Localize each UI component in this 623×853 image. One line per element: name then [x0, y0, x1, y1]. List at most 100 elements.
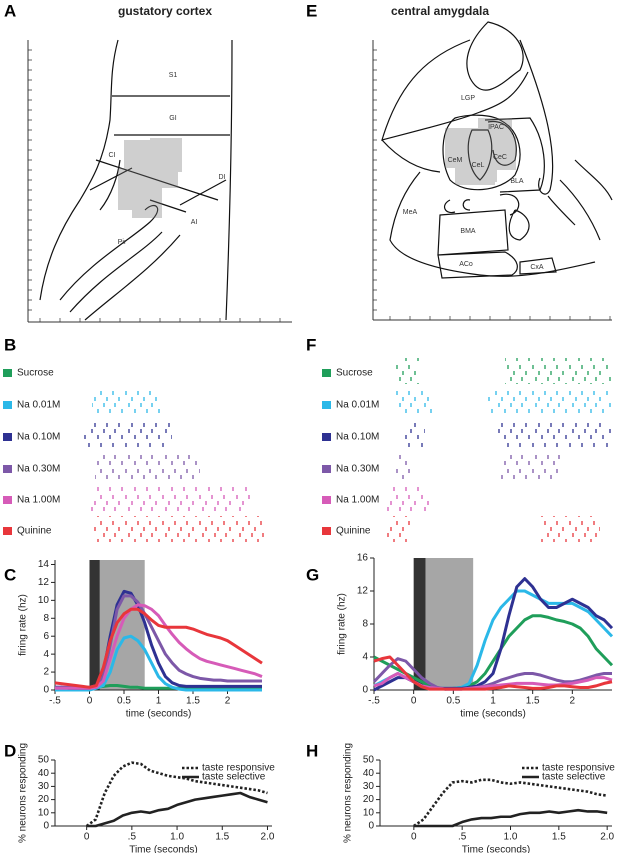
legend-label: Na 0.30M — [336, 464, 379, 475]
region-label: GI — [169, 115, 176, 122]
x-tick-label: 1.0 — [504, 832, 518, 843]
raster-spikes — [540, 516, 600, 542]
raster-spikes — [395, 390, 432, 416]
raster-spikes — [95, 454, 200, 480]
legend-swatch — [322, 527, 331, 535]
raster-spikes — [395, 454, 410, 480]
y-tick-label: 40 — [38, 768, 50, 779]
y-axis-label: % neurons responding — [343, 743, 354, 843]
legend-swatch — [3, 433, 12, 441]
x-tick-label: -.5 — [368, 696, 380, 707]
legend-swatch — [322, 496, 331, 504]
x-tick-label: 1 — [490, 696, 496, 707]
region-label: Pir — [118, 239, 127, 246]
y-axis-label: firing rate (hz) — [337, 593, 348, 655]
series-line — [373, 614, 614, 691]
raster-spikes — [488, 390, 612, 416]
x-tick-label: 1.5 — [526, 696, 540, 707]
x-tick-label: 1.5 — [552, 832, 566, 843]
x-axis-label: time (seconds) — [460, 709, 526, 720]
panel-letter: H — [306, 741, 318, 760]
region-label: MeA — [403, 209, 418, 216]
legend-label: Na 1.00M — [336, 495, 379, 506]
x-tick-label: 0.5 — [446, 696, 460, 707]
y-tick-label: 16 — [357, 553, 369, 564]
legend-swatch — [3, 465, 12, 473]
x-tick-label: 1.5 — [186, 696, 200, 707]
x-tick-label: .5 — [458, 832, 467, 843]
y-tick-label: 10 — [363, 807, 375, 818]
raster-spikes — [92, 390, 160, 416]
y-tick-label: 30 — [38, 781, 50, 792]
y-tick-label: 50 — [363, 755, 375, 766]
raster-spikes — [405, 422, 425, 448]
stimulus-band — [425, 558, 474, 690]
region-label: CxA — [530, 264, 544, 271]
legend-swatch — [3, 369, 12, 377]
raster-spikes — [395, 358, 420, 384]
y-tick-label: 50 — [38, 755, 50, 766]
region-label: LGP — [461, 95, 475, 102]
x-tick-label: 0 — [84, 832, 90, 843]
x-axis-label: Time (seconds) — [462, 845, 531, 853]
y-tick-label: 4 — [43, 649, 49, 660]
legend-label: taste selective — [202, 772, 266, 783]
y-tick-label: 10 — [38, 807, 50, 818]
legend-label: taste responsive — [202, 763, 275, 774]
stimulus-band — [413, 558, 426, 690]
x-tick-label: 0 — [411, 696, 417, 707]
x-tick-label: 0 — [87, 696, 93, 707]
legend-label: Na 0.01M — [17, 400, 60, 411]
legend-label: Quinine — [17, 526, 52, 537]
x-tick-label: 2.0 — [600, 832, 614, 843]
x-tick-label: 2 — [225, 696, 231, 707]
legend-swatch — [3, 496, 12, 504]
legend-label: Sucrose — [336, 368, 373, 379]
raster-spikes — [84, 422, 172, 448]
region-label: BMA — [460, 228, 476, 235]
raster-spikes — [94, 516, 264, 542]
legend-swatch — [322, 369, 331, 377]
stimulus-band — [89, 560, 100, 690]
region-label: ACo — [459, 261, 473, 268]
y-tick-label: 20 — [363, 794, 375, 805]
y-tick-label: 0 — [43, 821, 49, 832]
y-tick-label: 12 — [357, 586, 369, 597]
series-line — [373, 655, 613, 691]
region-label: BLA — [510, 178, 524, 185]
raster-spikes — [498, 422, 612, 448]
legend-label: Na 1.00M — [17, 495, 60, 506]
diagram-amygdala: central amygdala LGP IPAC CeM CeL CeC BL… — [372, 4, 613, 321]
x-tick-label: 1.0 — [170, 832, 184, 843]
x-tick-label: 0.5 — [117, 696, 131, 707]
panel-letter: B — [4, 335, 16, 354]
x-tick-label: 1 — [156, 696, 162, 707]
diagram-title: central amygdala — [391, 4, 489, 18]
series-line — [373, 577, 614, 692]
series-line — [54, 607, 263, 689]
region-label: DI — [219, 174, 226, 181]
y-tick-label: 12 — [38, 577, 50, 588]
panel-letter: A — [4, 1, 16, 20]
legend-swatch — [3, 401, 12, 409]
y-axis-label: % neurons responding — [18, 743, 29, 843]
legend-label: Na 0.30M — [17, 464, 60, 475]
diagram-gustatory: gustatory cortex S1 GI CI DI AI Pir — [27, 4, 292, 323]
y-tick-label: 8 — [43, 613, 49, 624]
y-tick-label: 4 — [362, 652, 368, 663]
panel-letter: F — [306, 335, 316, 354]
y-axis-label: firing rate (hz) — [18, 594, 29, 656]
x-tick-label: .5 — [128, 832, 137, 843]
legend-label: Sucrose — [17, 368, 54, 379]
legend-swatch — [322, 401, 331, 409]
y-tick-label: 40 — [363, 768, 375, 779]
y-tick-label: 10 — [38, 595, 50, 606]
raster-spikes — [386, 485, 430, 511]
x-tick-label: 0 — [411, 832, 417, 843]
legend-swatch — [3, 527, 12, 535]
region-label: CeM — [448, 157, 463, 164]
legend-label: taste responsive — [542, 763, 615, 774]
panel-letter: G — [306, 565, 319, 584]
legend-label: Na 0.10M — [17, 432, 60, 443]
